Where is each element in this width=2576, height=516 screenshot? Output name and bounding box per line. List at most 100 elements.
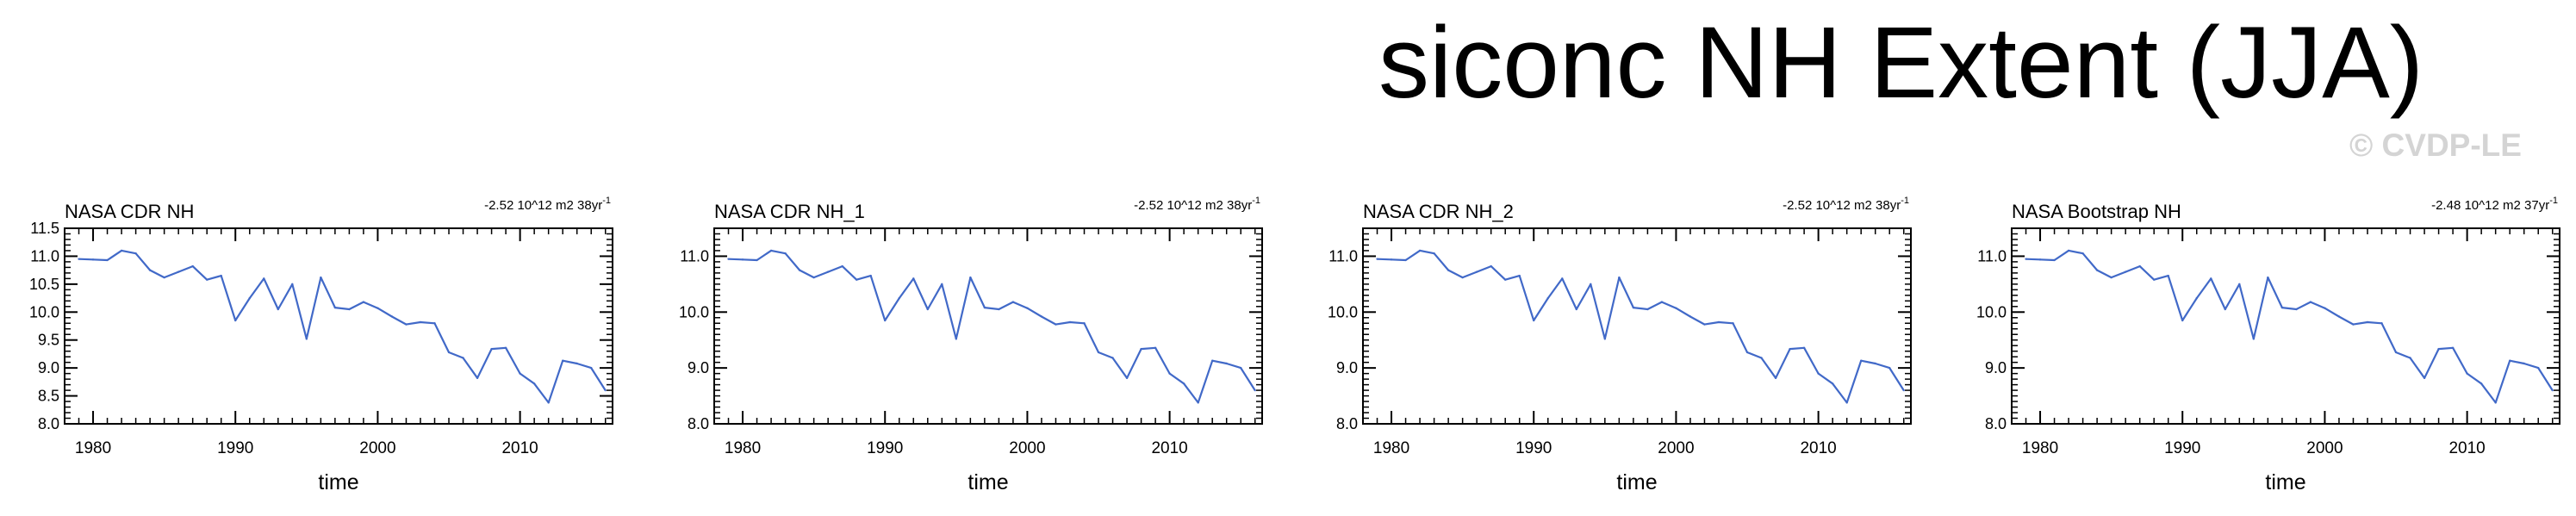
data-point [1703,323,1706,326]
plot-frame [2011,227,2560,425]
data-point [547,401,550,404]
data-point [798,269,801,271]
data-point [2152,278,2156,281]
trend-value: -2.52 10^12 m2 38yr [1783,198,1901,213]
data-point [604,389,607,392]
data-point [1618,276,1621,279]
data-point [2053,258,2056,262]
data-point [1732,322,1734,325]
data-point [106,258,109,262]
data-point [2124,270,2127,273]
figure-title: siconc NH Extent (JJA) [1378,6,2424,120]
data-point [884,319,887,322]
data-point [291,283,294,286]
data-point [519,372,521,375]
y-tick-label: 11.0 [30,247,59,264]
data-point [2195,296,2198,300]
data-point [405,323,408,326]
data-point [220,274,222,277]
data-point [826,270,830,273]
data-point [1197,401,1199,404]
data-point [2181,319,2184,322]
data-point [320,276,322,279]
x-tick-label: 2000 [359,439,395,457]
x-tick-label: 2010 [501,439,538,457]
data-point [590,366,593,370]
data-point [1603,338,1607,340]
data-point [898,296,900,300]
data-point [447,351,451,354]
data-point [1632,306,1635,309]
data-point [462,357,464,359]
plot-frame [1362,227,1912,425]
y-tick-label: 9.0 [688,359,709,376]
x-tick-label: 1980 [75,439,111,457]
data-point [120,249,123,252]
data-point [1902,389,1905,392]
data-point [1490,264,1492,268]
trend-value: -2.52 10^12 m2 38yr [1134,198,1252,213]
plot-frame [64,227,613,425]
x-axis-label: time [968,470,1008,494]
trend-label: -2.52 10^12 m2 38yr-1 [1783,196,1909,213]
data-point [504,346,507,349]
data-point [1055,323,1057,326]
data-point [234,319,237,322]
y-tick-label: 8.5 [38,388,59,405]
data-point [576,362,578,365]
y-tick-label: 9.0 [38,359,59,376]
data-point [1675,307,1677,309]
data-point [1503,278,1507,281]
data-point [2267,276,2269,279]
data-point [1888,366,1891,370]
y-tick-label: 9.0 [1985,359,2007,376]
series-line [1377,249,1905,404]
data-point [2480,382,2483,385]
data-point [1210,359,1214,362]
y-tick-label: 11.0 [680,247,709,264]
data-point [2280,306,2284,309]
y-tick-label: 11.0 [1328,247,1358,264]
data-point [1390,258,1393,261]
data-point [769,249,773,252]
y-tick-label: 11.0 [1977,247,2007,264]
data-point [2451,346,2455,349]
panel-title: NASA Bootstrap NH [2012,201,2181,222]
data-point [91,258,95,261]
data-point [2508,359,2511,362]
data-point [1447,269,1450,271]
data-point [305,338,308,340]
data-point [1225,362,1228,365]
data-point [2394,351,2398,354]
trend-label: -2.52 10^12 m2 38yr-1 [1134,196,1260,213]
data-point [941,283,943,286]
data-point [2380,322,2383,325]
x-axis-label: time [1616,470,1657,494]
data-point [1111,357,1114,359]
data-point [2095,269,2099,271]
data-point [1789,347,1791,351]
series-line [728,249,1256,404]
data-point [348,308,351,311]
trend-value: -2.52 10^12 m2 38yr [484,198,602,213]
y-tick-label: 8.0 [688,415,709,432]
x-tick-label: 1990 [867,439,903,457]
data-point [1760,357,1763,359]
x-tick-label: 1990 [2164,439,2200,457]
data-point [2309,301,2312,303]
panel-title: NASA CDR NH [65,201,194,222]
data-point [2067,249,2070,252]
y-tick-label: 9.5 [38,332,59,349]
data-point [2110,276,2112,279]
x-axis-label: time [318,470,358,494]
watermark: © CVDP-LE [2349,127,2522,163]
data-point [532,382,536,385]
chart-panel-1: 1980 1990 2000 2010 8.0 8.5 9.0 9.5 10.0 10.5 11.0… [29,196,613,494]
data-point [1475,270,1478,273]
data-point [476,376,479,380]
data-point [1154,346,1157,349]
data-point [362,301,365,303]
x-tick-label: 2000 [2306,439,2343,457]
data-point [2081,252,2084,255]
